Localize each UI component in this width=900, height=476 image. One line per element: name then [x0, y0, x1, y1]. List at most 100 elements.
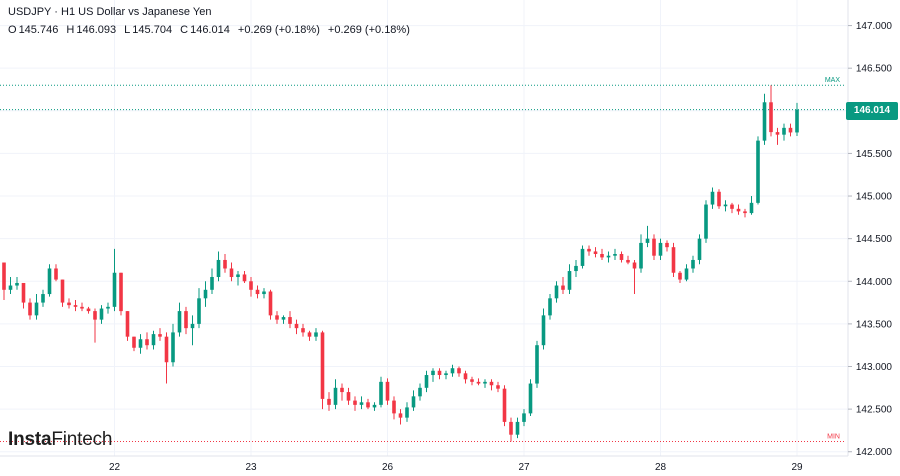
candle-body — [8, 285, 13, 290]
ohlc-high-key: H — [66, 24, 75, 36]
candle-body — [528, 383, 533, 414]
candle — [522, 409, 526, 427]
candle-body — [268, 291, 273, 316]
candle-body — [483, 381, 487, 384]
ohlc-legend: O 145.746 H 146.093 L 145.704 C 146.014 +0.2… — [8, 24, 410, 36]
candle-body — [658, 242, 663, 256]
candle-body — [567, 271, 572, 290]
candle — [704, 200, 708, 243]
y-tick-label: 146.500 — [856, 64, 893, 75]
candle-body — [749, 202, 754, 214]
candle-body — [93, 311, 97, 320]
candle — [476, 378, 481, 386]
candle-body — [671, 247, 676, 273]
candle — [470, 376, 474, 386]
candle — [567, 264, 572, 295]
candle — [606, 251, 611, 263]
candle-body — [138, 339, 143, 348]
y-tick-label: 142.000 — [856, 447, 893, 458]
candle-body — [405, 407, 409, 418]
candle-body — [717, 191, 721, 207]
x-tick-label: 28 — [655, 462, 667, 473]
candle — [457, 366, 461, 377]
candle-body — [307, 332, 312, 337]
candle-body — [476, 381, 481, 384]
candle — [151, 330, 156, 350]
candle-body — [437, 370, 442, 376]
candle — [450, 364, 455, 377]
candle-body — [60, 279, 65, 303]
candle-body — [41, 294, 45, 303]
candle — [671, 242, 676, 278]
candle-body — [535, 345, 539, 384]
ohlc-open-key: O — [8, 24, 17, 36]
x-axis-ticks: 22 23 26 27 28 29 — [109, 462, 803, 473]
candle-body — [522, 413, 526, 422]
symbol-name[interactable]: USDJPY — [8, 6, 52, 18]
candle-body — [171, 332, 175, 363]
candle-body — [795, 109, 799, 133]
candle — [632, 259, 637, 295]
candle — [626, 255, 630, 265]
candle — [216, 251, 221, 282]
y-tick-label: 144.000 — [856, 277, 893, 288]
candle-body — [697, 238, 702, 260]
candle — [353, 396, 357, 411]
candle-body — [216, 259, 221, 278]
candle — [158, 328, 162, 341]
candle — [197, 288, 201, 329]
candle-body — [710, 191, 715, 205]
candle-body — [665, 242, 669, 248]
candle-body — [210, 277, 214, 290]
candle — [437, 368, 442, 380]
price-change: +0.269 (+0.18%) — [237, 24, 320, 36]
candle — [652, 234, 656, 260]
candle — [736, 204, 741, 215]
candle-body — [398, 413, 403, 418]
candle — [249, 277, 253, 297]
candle-body — [600, 253, 604, 258]
candle — [145, 332, 149, 350]
candle-body — [47, 268, 52, 295]
candle — [184, 306, 188, 335]
candle — [762, 93, 767, 145]
candle — [619, 251, 624, 263]
candle — [743, 208, 747, 218]
candle-body — [632, 262, 637, 269]
candle — [574, 259, 578, 278]
candle-body — [457, 368, 461, 374]
candle-body — [554, 285, 559, 299]
candle — [203, 281, 208, 307]
candle — [132, 336, 136, 352]
y-tick-label: 143.000 — [856, 362, 893, 373]
candle-body — [151, 334, 156, 346]
candle-body — [15, 282, 19, 286]
candle — [119, 272, 123, 316]
candle-body — [190, 323, 195, 329]
y-tick-label: 147.000 — [856, 21, 893, 32]
candle — [509, 417, 513, 442]
candle — [645, 225, 650, 248]
symbol-description: US Dollar vs Japanese Yen — [78, 6, 212, 18]
candle — [314, 328, 318, 341]
candle — [288, 311, 292, 329]
candle-body — [548, 298, 552, 316]
candle — [710, 187, 715, 209]
y-tick-label: 145.000 — [856, 192, 893, 203]
candle-body — [678, 272, 682, 280]
candle — [229, 262, 234, 282]
candle — [379, 376, 383, 408]
candle-body — [613, 253, 617, 256]
candle — [561, 277, 565, 295]
logo-text-fintech: Fintech — [51, 429, 113, 450]
min-label: MIN — [827, 434, 840, 441]
candle — [580, 245, 585, 269]
interval-label[interactable]: H1 — [61, 6, 76, 18]
candle — [73, 300, 78, 312]
candle — [775, 127, 780, 145]
candle — [327, 392, 331, 411]
x-tick-label: 27 — [518, 462, 530, 473]
candle — [431, 368, 435, 382]
ohlc-high-value: 146.093 — [76, 24, 117, 36]
candle-body — [704, 204, 708, 239]
